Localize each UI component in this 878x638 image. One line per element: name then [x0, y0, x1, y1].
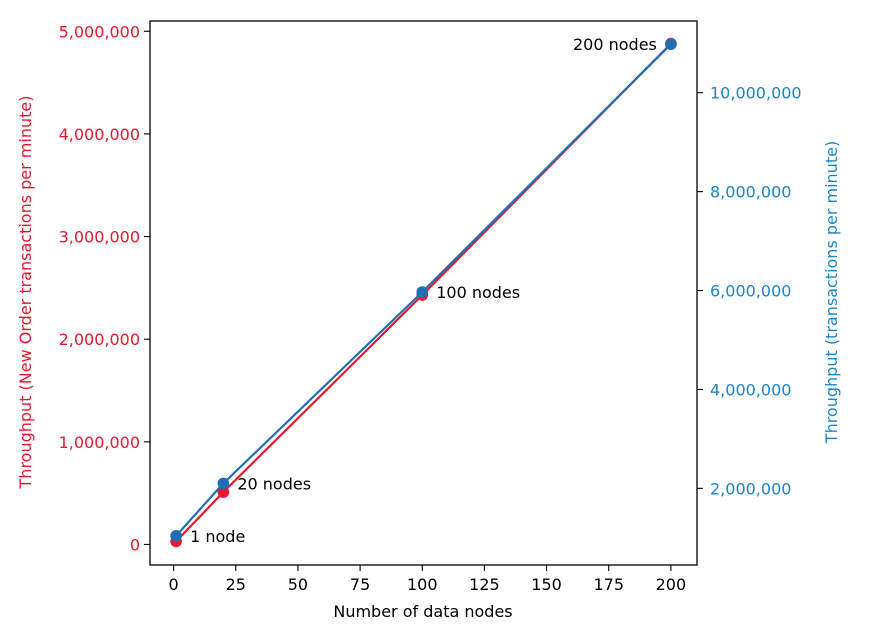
x-tick-label: 200 — [656, 575, 687, 594]
left-tick-label: 3,000,000 — [59, 228, 140, 247]
point-annotation: 100 nodes — [436, 283, 520, 302]
series-line-right — [175, 43, 672, 537]
right-tick-label: 2,000,000 — [710, 479, 791, 498]
x-tick-label: 175 — [593, 575, 624, 594]
x-tick-label: 125 — [469, 575, 500, 594]
x-tick-label: 50 — [288, 575, 308, 594]
point-annotation: 200 nodes — [573, 35, 657, 54]
data-point-left — [217, 486, 230, 498]
x-tick-label: 100 — [407, 575, 438, 594]
right-tick-label: 8,000,000 — [710, 183, 791, 202]
x-tick-label: 150 — [531, 575, 562, 594]
point-annotation: 1 node — [190, 527, 245, 546]
x-tick-label: 0 — [169, 575, 179, 594]
x-axis-label: Number of data nodes — [333, 602, 512, 621]
point-annotation: 20 nodes — [237, 474, 311, 493]
right-tick-label: 10,000,000 — [710, 84, 802, 103]
left-axis-label: Throughput (New Order transactions per m… — [16, 96, 35, 490]
data-point-right — [416, 286, 429, 298]
left-tick-label: 5,000,000 — [59, 22, 140, 41]
left-tick-label: 1,000,000 — [59, 433, 140, 452]
right-tick-label: 6,000,000 — [710, 282, 791, 301]
right-tick-label: 4,000,000 — [710, 380, 791, 399]
right-axis-label: Throughput (transactions per minute) — [822, 141, 841, 444]
data-point-right — [170, 530, 182, 542]
data-point-right — [217, 477, 230, 490]
x-tick-label: 25 — [226, 575, 246, 594]
left-tick-label: 4,000,000 — [59, 125, 140, 144]
x-tick-label: 75 — [350, 575, 370, 594]
left-tick-label: 0 — [130, 535, 140, 554]
data-point-right — [665, 38, 677, 51]
left-tick-label: 2,000,000 — [59, 330, 140, 349]
